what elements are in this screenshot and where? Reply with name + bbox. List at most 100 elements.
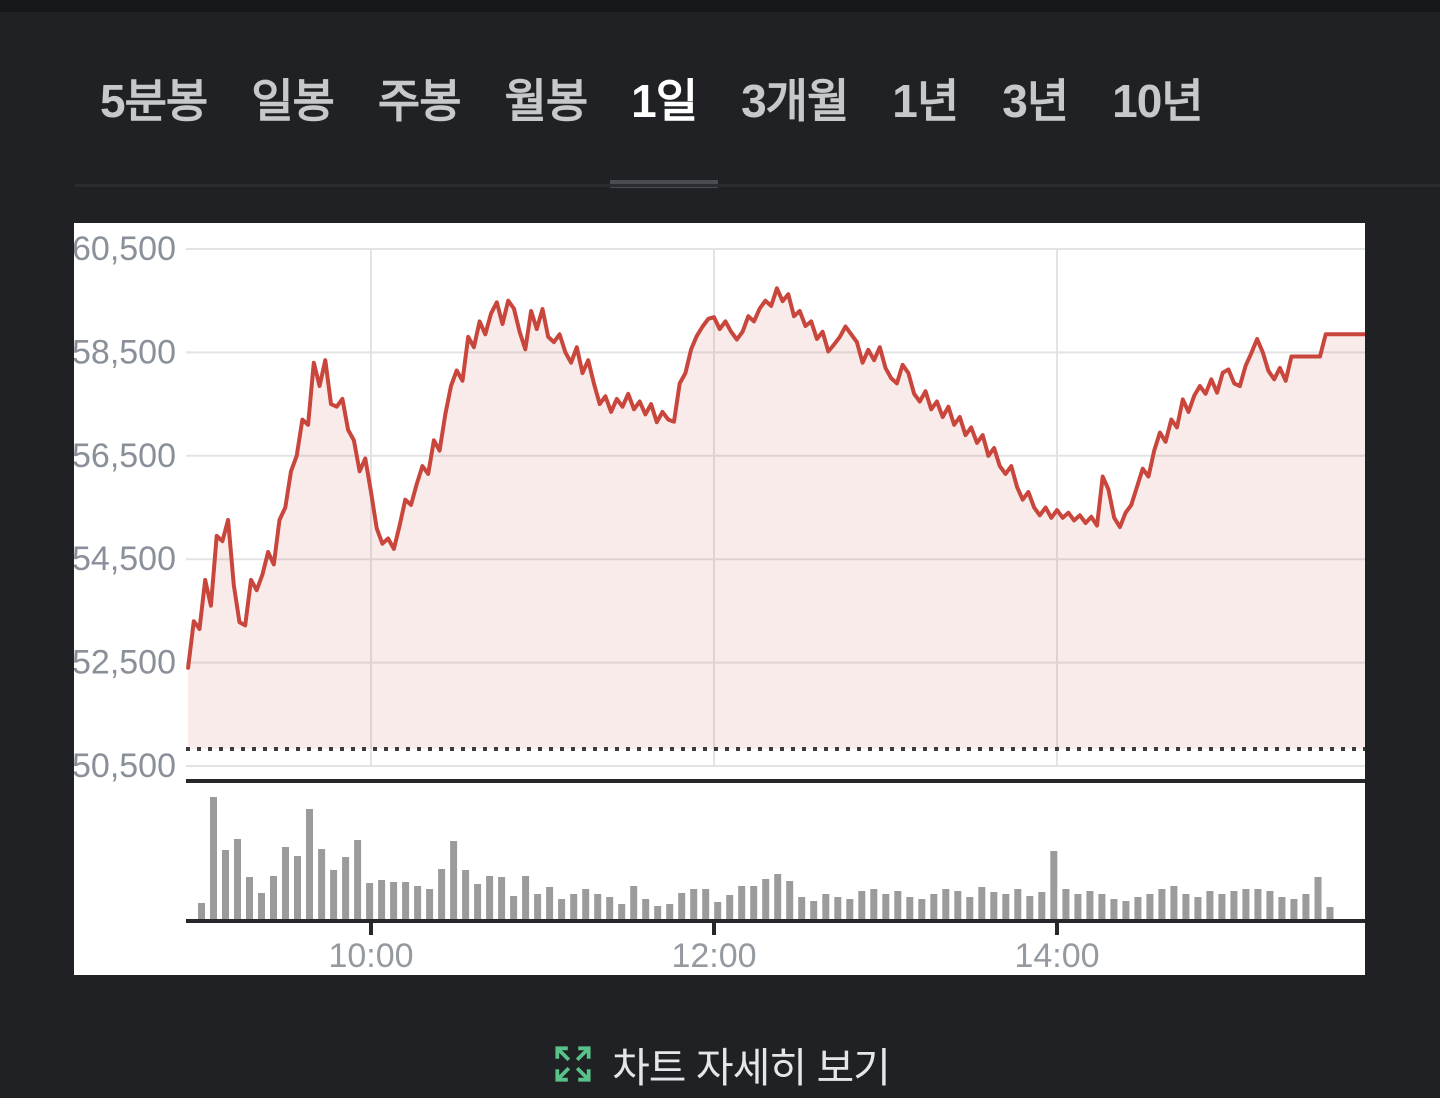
x-axis-tick [369, 923, 373, 935]
volume-bar [234, 839, 241, 919]
price-volume-chart: 60,500 58,500 56,500 54,500 52,500 50,500 10:0… [74, 230, 1365, 975]
tab-3month[interactable]: 3개월 [741, 75, 849, 127]
volume-bar [342, 857, 350, 919]
volume-bar [918, 899, 926, 919]
y-axis-label: 50,500 [74, 747, 176, 785]
volume-bar [846, 899, 854, 919]
volume-baseline [186, 919, 1365, 923]
volume-bar [702, 889, 710, 919]
volume-bar [1074, 894, 1082, 919]
volume-bar [1110, 899, 1118, 919]
volume-bar [1086, 891, 1094, 919]
volume-bar [642, 899, 650, 919]
volume-bar [1302, 894, 1310, 919]
volume-bar [498, 877, 506, 919]
volume-bar [246, 877, 253, 919]
volume-bar [438, 869, 446, 919]
tab-daily[interactable]: 일봉 [251, 75, 335, 127]
tab-10year[interactable]: 10년 [1112, 75, 1203, 127]
volume-bar [990, 892, 998, 919]
volume-bar [606, 897, 614, 919]
volume-bar [510, 896, 518, 919]
volume-bar [1158, 889, 1166, 919]
volume-bar [450, 841, 458, 919]
volume-bar [1002, 894, 1010, 919]
volume-bar [738, 886, 746, 919]
volume-bar [714, 902, 722, 919]
chart-detail-button[interactable]: 차트 자세히 보기 [0, 1030, 1440, 1098]
volume-bar [786, 881, 794, 919]
volume-bar [1266, 891, 1274, 919]
x-axis-tick [1054, 923, 1059, 935]
volume-bar [534, 894, 542, 919]
volume-bar [1230, 891, 1238, 919]
volume-bar [522, 876, 530, 919]
volume-bar [1134, 897, 1142, 919]
volume-bar [1242, 889, 1250, 919]
volume-bar [1062, 889, 1070, 919]
volume-bar [1278, 897, 1286, 919]
volume-bar [930, 894, 938, 919]
volume-bar [594, 894, 602, 919]
volume-bar [630, 886, 638, 919]
volume-bar [798, 897, 806, 919]
chart-separator [186, 779, 1365, 783]
tab-monthly[interactable]: 월봉 [504, 75, 589, 127]
x-axis-label: 12:00 [671, 937, 756, 975]
tab-1year[interactable]: 1년 [892, 75, 959, 127]
volume-bar [366, 883, 374, 919]
tabbar-divider [75, 184, 1440, 187]
volume-bar [942, 889, 950, 919]
volume-bar [222, 850, 229, 919]
volume-bar [402, 882, 410, 919]
tab-5min[interactable]: 5분봉 [100, 75, 208, 127]
volume-bar [882, 894, 890, 919]
price-line [186, 286, 1365, 670]
volume-bar [1146, 894, 1154, 919]
status-bar-strip [0, 0, 1440, 12]
volume-bar [894, 891, 902, 919]
volume-bar [570, 894, 578, 919]
volume-bar [618, 904, 626, 919]
y-axis-label: 60,500 [74, 230, 176, 268]
chart-panel: 60,500 58,500 56,500 54,500 52,500 50,500 10:0… [74, 223, 1365, 975]
volume-bar [870, 889, 878, 919]
volume-bar [726, 895, 734, 919]
volume-bar [582, 889, 590, 919]
volume-bar [906, 897, 914, 919]
y-axis-label: 58,500 [74, 333, 176, 371]
volume-bar [1314, 877, 1322, 919]
y-axis-label: 56,500 [74, 437, 176, 475]
chart-detail-label: 차트 자세히 보기 [612, 1045, 891, 1091]
volume-bar [666, 904, 674, 919]
volume-bar [690, 889, 698, 919]
x-axis-label: 10:00 [328, 937, 413, 975]
volume-bar [1098, 894, 1106, 919]
y-axis-label: 54,500 [74, 540, 176, 578]
volume-bar [1326, 907, 1334, 919]
volume-bar [954, 891, 962, 919]
volume-bar [1206, 891, 1214, 919]
volume-bar [1170, 886, 1178, 919]
volume-bar [294, 856, 301, 919]
volume-bar [390, 882, 398, 919]
volume-bar [258, 893, 265, 919]
tab-1day[interactable]: 1일 [610, 12, 718, 188]
volume-bar [1254, 889, 1262, 919]
x-axis-tick [711, 923, 716, 935]
volume-bar [1218, 894, 1226, 919]
volume-bar [1014, 889, 1022, 919]
volume-bar [426, 889, 434, 919]
tab-weekly[interactable]: 주봉 [377, 75, 462, 127]
volume-bar [822, 894, 830, 919]
period-tabs: 5분봉 일봉 주봉 월봉 1일 3개월 1년 3년 10년 [100, 12, 1204, 188]
volume-bar [1122, 901, 1130, 919]
volume-bar [282, 847, 289, 919]
period-tabbar: 5분봉 일봉 주봉 월봉 1일 3개월 1년 3년 10년 [0, 12, 1440, 188]
volume-bar [1194, 897, 1202, 919]
volume-bar [546, 887, 554, 919]
tab-3year[interactable]: 3년 [1002, 75, 1069, 127]
volume-bar [474, 884, 482, 919]
volume-bar [210, 797, 217, 919]
